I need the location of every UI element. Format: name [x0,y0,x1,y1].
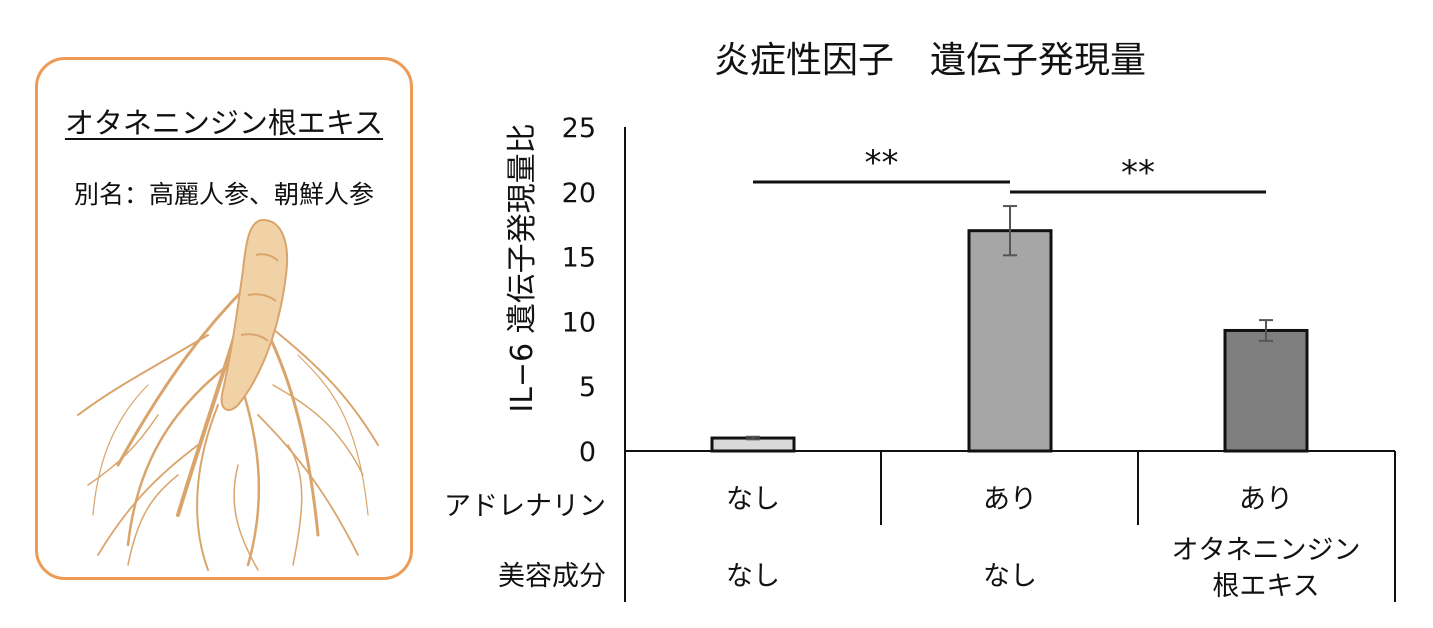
y-tick-label: 20 [562,178,596,209]
adrenaline-value: あり [983,484,1037,515]
ingredient-value: 根エキス [1212,571,1319,602]
adrenaline-value: なし [726,484,780,515]
row-label-adrenaline: アドレナリン [444,491,606,522]
row-label-ingredient: 美容成分 [498,561,606,592]
y-tick-label: 25 [562,113,596,144]
significance-label: ** [1121,153,1155,193]
ingredient-name: オタネニンジン根エキス [64,106,384,140]
bar [967,229,1053,453]
ginseng-root-illustration [77,218,379,571]
chart-title: 炎症性因子 遺伝子発現量 [714,40,1146,81]
adrenaline-value: あり [1239,484,1293,515]
y-tick-label: 10 [562,307,596,338]
y-tick-label: 15 [562,243,596,274]
ingredient-aliases: 別名：高麗人参、朝鮮人参 [73,180,374,209]
ingredient-value: なし [726,561,780,592]
ingredient-value: なし [983,561,1037,592]
y-tick-label: 5 [579,372,596,403]
y-tick-label: 0 [579,437,596,468]
significance-label: ** [865,143,899,183]
bar [1223,328,1309,453]
ingredient-card: オタネニンジン根エキス 別名：高麗人参、朝鮮人参 [35,57,413,580]
y-axis-label: IL−6 遺伝子発現量比 [505,123,540,412]
ingredient-value: オタネニンジン [1172,535,1361,566]
